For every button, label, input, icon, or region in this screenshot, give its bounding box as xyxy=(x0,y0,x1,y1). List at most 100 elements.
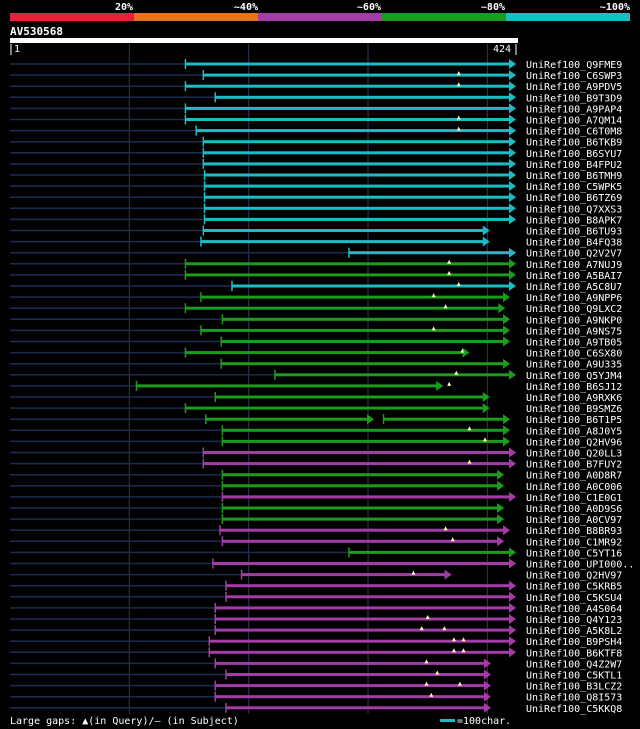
hit-label[interactable]: UniRef100_A4S064 xyxy=(526,604,622,615)
hit-label[interactable]: UniRef100_A0D8R7 xyxy=(526,471,622,482)
hit-label[interactable]: UniRef100_Q4Z2W7 xyxy=(526,659,622,670)
hit-label[interactable]: UniRef100_B6TU93 xyxy=(526,227,622,238)
alignment-row[interactable]: UniRef100_Q7XXS3 xyxy=(10,203,622,215)
alignment-row[interactable]: UniRef100_A8J0Y5 xyxy=(10,425,622,437)
alignment-row[interactable]: UniRef100_Q4Z2W7 xyxy=(10,658,622,670)
hit-label[interactable]: UniRef100_A9PAP4 xyxy=(526,104,622,115)
alignment-row[interactable]: UniRef100_UPI000.. xyxy=(10,558,634,571)
hit-label[interactable]: UniRef100_A9NS75 xyxy=(526,326,622,337)
alignment-row[interactable]: UniRef100_A9RXK6 xyxy=(10,392,622,404)
alignment-row[interactable]: UniRef100_B6T1P5 xyxy=(10,414,622,426)
hit-label[interactable]: UniRef100_A9NPP6 xyxy=(526,293,622,304)
hit-label[interactable]: UniRef100_C6SWP3 xyxy=(526,71,622,82)
hit-label[interactable]: UniRef100_C6T0M8 xyxy=(526,127,622,138)
hit-label[interactable]: UniRef100_C5KKQ8 xyxy=(526,704,622,715)
alignment-row[interactable]: UniRef100_A0D9S6 xyxy=(10,503,622,515)
hit-label[interactable]: UniRef100_UPI000.. xyxy=(526,560,634,571)
hit-label[interactable]: UniRef100_A5K8L2 xyxy=(526,626,622,637)
alignment-row[interactable]: UniRef100_C6SWP3 xyxy=(10,70,622,82)
alignment-row[interactable]: UniRef100_C5KKQ8 xyxy=(10,702,622,715)
alignment-row[interactable]: UniRef100_B4FPU2 xyxy=(10,158,622,171)
hit-label[interactable]: UniRef100_A5BAI7 xyxy=(526,271,622,282)
alignment-row[interactable]: UniRef100_B6SYU7 xyxy=(10,147,622,160)
alignment-row[interactable]: UniRef100_A9U335 xyxy=(10,358,622,371)
hit-label[interactable]: UniRef100_A0D9S6 xyxy=(526,504,622,515)
hit-label[interactable]: UniRef100_A7QM14 xyxy=(526,116,622,127)
alignment-row[interactable]: UniRef100_B4FQ38 xyxy=(10,236,622,249)
hit-label[interactable]: UniRef100_B4FPU2 xyxy=(526,160,622,171)
alignment-row[interactable]: UniRef100_C6SX80 xyxy=(10,347,622,360)
hit-label[interactable]: UniRef100_B4FQ38 xyxy=(526,238,622,249)
hit-label[interactable]: UniRef100_B9SMZ6 xyxy=(526,404,622,415)
hit-label[interactable]: UniRef100_B9PSH4 xyxy=(526,637,622,648)
hit-label[interactable]: UniRef100_Q5YJM4 xyxy=(526,371,622,382)
hit-label[interactable]: UniRef100_B7FUY2 xyxy=(526,460,622,471)
alignment-row[interactable]: UniRef100_B6TZ69 xyxy=(10,192,622,204)
alignment-row[interactable]: UniRef100_A4S064 xyxy=(10,602,622,615)
alignment-row[interactable]: UniRef100_A9TB05 xyxy=(10,336,622,349)
alignment-row[interactable]: UniRef100_B6KTF8 xyxy=(10,647,622,659)
alignment-row[interactable]: UniRef100_Q20LL3 xyxy=(10,447,622,460)
alignment-row[interactable]: UniRef100_A0CV97 xyxy=(10,514,622,526)
hit-label[interactable]: UniRef100_B6SYU7 xyxy=(526,149,622,160)
hit-label[interactable]: UniRef100_Q8I573 xyxy=(526,693,622,704)
alignment-row[interactable]: UniRef100_C5KRB5 xyxy=(10,580,622,593)
alignment-row[interactable]: UniRef100_Q5YJM4 xyxy=(10,369,622,382)
alignment-row[interactable]: UniRef100_B9SMZ6 xyxy=(10,403,622,415)
alignment-row[interactable]: UniRef100_A9NS75 xyxy=(10,325,622,337)
alignment-row[interactable]: UniRef100_B6TU93 xyxy=(10,225,622,238)
alignment-row[interactable]: UniRef100_A5BAI7 xyxy=(10,269,622,282)
hit-label[interactable]: UniRef100_B6T1P5 xyxy=(526,415,622,426)
alignment-row[interactable]: UniRef100_C5WPK5 xyxy=(10,181,622,193)
hit-label[interactable]: UniRef100_C1E0G1 xyxy=(526,493,622,504)
alignment-row[interactable]: UniRef100_B8BR93 xyxy=(10,525,622,537)
hit-label[interactable]: UniRef100_Q2HV97 xyxy=(526,571,622,582)
hit-label[interactable]: UniRef100_B3LCZ2 xyxy=(526,682,622,693)
hit-label[interactable]: UniRef100_C5KTL1 xyxy=(526,671,622,682)
hit-label[interactable]: UniRef100_B9T3D9 xyxy=(526,93,622,104)
alignment-row[interactable]: UniRef100_A7QM14 xyxy=(10,114,622,127)
hit-label[interactable]: UniRef100_C6SX80 xyxy=(526,349,622,360)
hit-label[interactable]: UniRef100_B6TMH9 xyxy=(526,171,622,182)
hit-label[interactable]: UniRef100_A8J0Y5 xyxy=(526,426,622,437)
alignment-row[interactable]: UniRef100_A9NPP6 xyxy=(10,292,622,304)
alignment-row[interactable]: UniRef100_A9PDV5 xyxy=(10,81,622,93)
hit-label[interactable]: UniRef100_A5C8U7 xyxy=(526,282,622,293)
alignment-row[interactable]: UniRef100_Q9LXC2 xyxy=(10,303,622,315)
alignment-row[interactable]: UniRef100_Q2V2V7 xyxy=(10,247,622,260)
hit-label[interactable]: UniRef100_B6TKB9 xyxy=(526,138,622,149)
alignment-row[interactable]: UniRef100_C1MR92 xyxy=(10,536,622,548)
hit-label[interactable]: UniRef100_B8BR93 xyxy=(526,526,622,537)
hit-label[interactable]: UniRef100_A0C006 xyxy=(526,482,622,493)
hit-label[interactable]: UniRef100_A0CV97 xyxy=(526,515,622,526)
hit-label[interactable]: UniRef100_Q9FME9 xyxy=(526,60,622,71)
hit-label[interactable]: UniRef100_C5YT16 xyxy=(526,548,622,559)
hit-label[interactable]: UniRef100_B6TZ69 xyxy=(526,193,622,204)
hit-label[interactable]: UniRef100_Q7XXS3 xyxy=(526,204,622,215)
alignment-row[interactable]: UniRef100_B9T3D9 xyxy=(10,92,622,104)
alignment-row[interactable]: UniRef100_Q2HV96 xyxy=(10,436,622,448)
hit-label[interactable]: UniRef100_A9PDV5 xyxy=(526,82,622,93)
alignment-row[interactable]: UniRef100_C5KTL1 xyxy=(10,669,622,682)
alignment-row[interactable]: UniRef100_A5K8L2 xyxy=(10,625,622,637)
alignment-row[interactable]: UniRef100_A0C006 xyxy=(10,480,622,493)
alignment-row[interactable]: UniRef100_B6TMH9 xyxy=(10,170,622,182)
hit-label[interactable]: UniRef100_C5KSU4 xyxy=(526,593,622,604)
alignment-row[interactable]: UniRef100_C1E0G1 xyxy=(10,491,622,504)
hit-label[interactable]: UniRef100_B8APK7 xyxy=(526,215,622,226)
hit-label[interactable]: UniRef100_C5KRB5 xyxy=(526,582,622,593)
alignment-row[interactable]: UniRef100_A9PAP4 xyxy=(10,103,622,115)
alignment-row[interactable]: UniRef100_B9PSH4 xyxy=(10,636,622,648)
alignment-row[interactable]: UniRef100_B6TKB9 xyxy=(10,136,622,149)
hit-label[interactable]: UniRef100_A9TB05 xyxy=(526,338,622,349)
hit-label[interactable]: UniRef100_C1MR92 xyxy=(526,537,622,548)
alignment-row[interactable]: UniRef100_A7NUJ9 xyxy=(10,258,622,271)
hit-label[interactable]: UniRef100_A9RXK6 xyxy=(526,393,622,404)
hit-label[interactable]: UniRef100_Q9LXC2 xyxy=(526,304,622,315)
hit-label[interactable]: UniRef100_Q2HV96 xyxy=(526,437,622,448)
alignment-row[interactable]: UniRef100_Q4Y123 xyxy=(10,614,622,626)
alignment-row[interactable]: UniRef100_B8APK7 xyxy=(10,214,622,226)
alignment-row[interactable]: UniRef100_C6T0M8 xyxy=(10,125,622,138)
alignment-row[interactable]: UniRef100_A0D8R7 xyxy=(10,469,622,482)
hit-label[interactable]: UniRef100_Q20LL3 xyxy=(526,449,622,460)
